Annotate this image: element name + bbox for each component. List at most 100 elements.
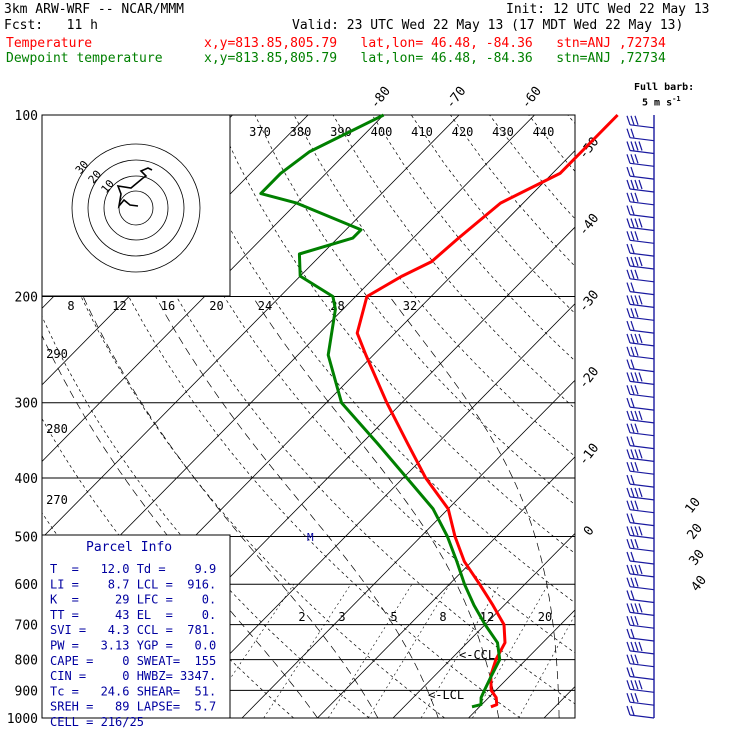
wind-barb-flag [634,487,639,498]
wind-barb-flag [634,269,639,279]
barb-legend-line2: 5 m s-1 [642,95,681,109]
ccl-marker: <-CCL [459,648,495,662]
wind-barb-staff [629,611,655,616]
wind-barb-flag [630,141,635,151]
wind-barb-flag [638,410,643,421]
wind-barb-flag [634,256,639,267]
wind-barb-flag [634,308,639,318]
wind-barb [626,179,655,193]
hodograph-ring-label: 10 [98,177,116,196]
wind-barb [626,166,655,180]
wind-barb-flag [630,641,635,652]
wind-barb-flag [638,680,643,690]
wind-barb-staff [629,483,655,488]
wind-barb-staff [629,624,655,629]
parcel-info-row: SREH = 89 LAPSE= 5.7 [50,700,216,714]
isotherm-line [166,303,575,718]
wind-barb-flag [638,256,643,267]
isotherm-label: -30 [576,288,602,316]
wind-barb-staff [629,573,655,578]
dry-adiabat [254,115,575,506]
wind-barb-staff [629,137,655,142]
wind-barb-flag [626,333,631,344]
wind-barb [626,243,655,257]
wind-barb [626,308,655,321]
wind-barb [626,487,655,501]
parcel-info-row: Tc = 24.6 SHEAR= 51. [50,684,216,698]
isotherm-line [695,115,740,718]
wind-barb-flag [626,590,631,600]
wind-barb-flag [626,551,631,562]
hodograph-frame [41,114,231,297]
wind-barb-flag [630,192,635,202]
lcl-marker: <-LCL [428,688,464,702]
parcel-info-row: PW = 3.13 YGP = 0.0 [50,639,216,653]
forecast-hour: Fcst: 11 h [4,18,98,33]
wind-barb-flag [626,462,631,472]
theta-e-label: 390 [330,125,352,139]
wind-barb-flag [634,423,639,433]
wind-barb [626,372,655,385]
pressure-label-500: 500 [15,530,38,545]
wind-barb-flag [630,436,635,446]
wind-barb-staff [629,586,655,591]
wind-barb-staff [629,239,655,244]
wind-barb-flag [626,218,631,228]
isotherm-line [620,115,740,718]
wind-barb-flag [626,616,631,626]
wind-barb-flag [626,667,631,677]
wind-barb-flag [634,526,639,536]
wind-barb-staff [629,675,655,681]
wind-barb [626,705,655,719]
wind-barb-flag [638,564,643,575]
wind-barb [626,141,655,155]
wind-barb-flag [626,693,631,703]
wind-barb-staff [629,226,655,232]
moist-adiabat [389,296,560,718]
wind-barb-staff [629,509,655,514]
dewpoint-legend-label: Dewpoint temperature [6,51,163,66]
wind-barb-staff [629,522,655,527]
wind-barb-flag [626,166,631,177]
wind-barb-flag [626,179,631,190]
init-time: Init: 12 UTC Wed 22 May 13 [506,2,710,17]
wind-barb-flag [626,385,631,395]
wind-barb-flag [626,205,631,215]
mixing-ratio-line [518,614,575,718]
wind-barb-flag [630,243,635,254]
wind-barb-flag [626,154,631,164]
wind-barb [626,320,655,334]
wind-barb-staff [629,291,655,296]
wind-barb-flag [626,231,631,241]
wind-barb-flag [626,282,631,292]
wind-barb-flag [626,641,631,652]
theta-e-label: 370 [249,125,271,139]
mixing-ratio-label: 24 [258,299,272,313]
wind-barb-flag [634,641,639,652]
dewpoint-legend-info: x,y=813.85,805.79 lat,lon= 46.48, -84.36… [204,51,666,66]
wind-barb-flag [630,346,635,356]
wind-barb-flag [630,564,635,575]
wind-barb-flag [630,397,635,408]
wind-barb-flag [626,320,631,331]
wind-barb-flag [626,295,631,305]
dry-adiabat [293,115,575,457]
valid-time: Valid: 23 UTC Wed 22 May 13 (17 MDT Wed … [292,18,684,33]
wind-barb-flag [630,218,635,228]
wind-barb-flag [630,487,635,498]
theta-label: 280 [46,422,68,436]
theta-e-label: 400 [371,125,393,139]
wind-barb-staff [629,701,655,706]
wind-barb-flag [626,256,631,267]
wind-barb-flag [626,449,631,459]
moist-adiabat [82,296,379,718]
sounding-curves: <-CCL <-LCL M [259,113,619,709]
wind-barb-flag [630,256,635,267]
wind-barb-flag [630,500,635,510]
wind-barb-staff [629,265,655,270]
wind-barb-flag [638,372,643,382]
wind-barb-flag [630,410,635,421]
theta-e-label: 420 [452,125,474,139]
isotherm-label: 30 [687,547,708,569]
wind-barb-flag [638,218,643,228]
